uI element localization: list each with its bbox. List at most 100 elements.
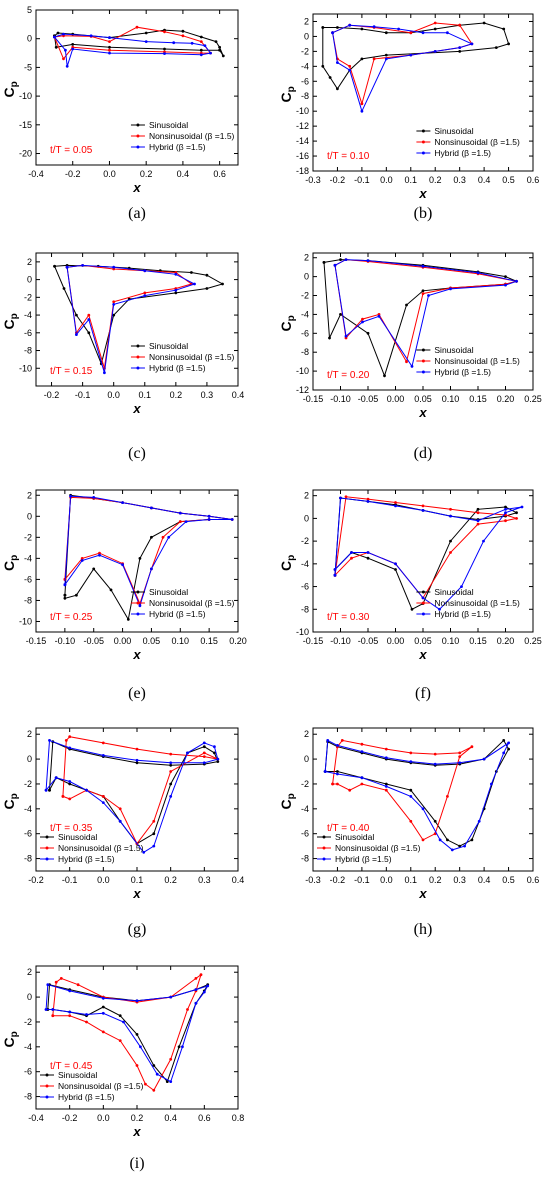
data-point <box>446 838 449 842</box>
x-tick-label: 0.00 <box>387 636 405 646</box>
data-point <box>515 517 518 520</box>
data-point <box>181 34 185 38</box>
x-tick-label: 0.3 <box>201 390 214 400</box>
data-point <box>458 23 462 27</box>
y-tick-label: -14 <box>296 136 309 146</box>
series-line <box>332 24 474 113</box>
y-tick-label: 0 <box>304 754 309 764</box>
data-point <box>350 551 353 554</box>
y-axis-label-main: C <box>278 799 294 809</box>
data-point <box>449 551 452 554</box>
data-point <box>98 551 101 555</box>
panel-caption: (f) <box>415 685 431 702</box>
x-tick-label: 0.0 <box>97 1113 110 1123</box>
x-tick-label: -0.2 <box>65 169 81 179</box>
data-point <box>51 1008 55 1011</box>
x-tick-label: 0.0 <box>380 875 393 885</box>
data-point <box>68 735 72 739</box>
y-tick-label: -8 <box>24 854 32 864</box>
y-tick-label: -12 <box>296 121 309 131</box>
x-axis-label: x <box>418 405 427 420</box>
x-tick-label: -0.3 <box>305 175 321 185</box>
y-tick-label: 0 <box>304 31 309 41</box>
legend-label: Sinusoidal <box>335 832 374 842</box>
y-tick-label: -2 <box>301 291 309 301</box>
y-tick-label: 0 <box>27 992 32 1002</box>
y-tick-label: 0 <box>27 754 32 764</box>
data-point <box>101 741 105 745</box>
x-tick-label: -0.15 <box>303 636 324 646</box>
data-layer <box>322 258 519 378</box>
x-axis-label: x <box>418 647 427 662</box>
data-point <box>62 287 66 290</box>
y-tick-label: -6 <box>24 829 32 839</box>
y-axis-label-main: C <box>1 87 17 97</box>
y-tick-label: 2 <box>304 253 309 263</box>
x-tick-label: 0.15 <box>469 636 487 646</box>
data-point <box>507 747 510 751</box>
y-axis-label-sub: p <box>9 793 20 799</box>
data-point <box>163 47 166 51</box>
x-tick-label: -0.3 <box>305 875 321 885</box>
panel-b: -0.3 -0.2 -0.1 0.0 0.1 0.2 0.3 0.4 0.5 0.6 2 0 -2 -4 -… <box>278 13 539 222</box>
data-point <box>421 264 425 268</box>
data-point <box>138 604 142 608</box>
time-annotation: t/T = 0.35 <box>50 823 93 834</box>
y-axis-label-main: C <box>1 561 17 571</box>
legend-marker <box>322 846 326 850</box>
legend-label: Nonsinusoidal (β =1.5) <box>434 598 520 608</box>
data-point <box>366 331 370 335</box>
data-point <box>199 53 203 57</box>
data-point <box>427 294 430 297</box>
data-point <box>103 371 106 375</box>
x-tick-label: 0.25 <box>524 636 542 646</box>
data-point <box>213 751 216 755</box>
y-tick-label: 2 <box>27 729 32 739</box>
x-tick-label: -0.2 <box>44 390 60 400</box>
y-tick-label: -4 <box>24 553 32 563</box>
data-point <box>126 618 130 621</box>
data-point <box>169 770 173 773</box>
x-tick-label: 0.0 <box>107 390 120 400</box>
y-tick-label: -4 <box>301 804 309 814</box>
x-tick-label: 0.3 <box>453 175 466 185</box>
data-point <box>350 556 353 560</box>
x-tick-label: -0.2 <box>330 875 346 885</box>
legend-marker <box>322 835 326 839</box>
legend-marker <box>45 1084 49 1088</box>
panel-i: -0.4 -0.2 0.0 0.2 0.4 0.6 0.8 2 0 -2 -4 -6 -8 x Cp Sinu… <box>1 965 244 1172</box>
y-tick-label: -6 <box>301 582 309 592</box>
data-point <box>152 832 156 836</box>
data-point <box>360 742 364 746</box>
data-point <box>92 567 96 571</box>
x-tick-label: 0.4 <box>164 1113 177 1123</box>
data-point <box>44 788 48 792</box>
y-axis-label-main: C <box>278 321 294 331</box>
data-point <box>372 57 376 61</box>
y-tick-label: -4 <box>24 1042 32 1052</box>
data-point <box>421 292 425 295</box>
series-line <box>334 496 519 599</box>
data-point <box>207 514 211 518</box>
time-annotation: t/T = 0.40 <box>327 823 370 834</box>
x-axis-label: x <box>418 186 427 201</box>
legend-marker <box>421 140 425 144</box>
data-point <box>502 739 506 742</box>
data-point <box>421 504 425 508</box>
data-point <box>449 514 452 518</box>
data-point <box>169 1057 173 1061</box>
data-point <box>75 333 78 336</box>
data-point <box>194 1001 198 1005</box>
data-point <box>458 761 462 765</box>
data-point <box>504 505 507 509</box>
data-point <box>101 996 105 1000</box>
x-tick-label: -0.10 <box>330 394 351 404</box>
series-line <box>53 29 224 57</box>
x-tick-label: 0.2 <box>164 875 177 885</box>
data-point <box>202 761 206 765</box>
data-point <box>360 109 364 113</box>
data-point <box>504 511 507 515</box>
data-point <box>62 32 65 36</box>
data-point <box>135 761 139 765</box>
x-tick-label: 0.3 <box>198 875 211 885</box>
